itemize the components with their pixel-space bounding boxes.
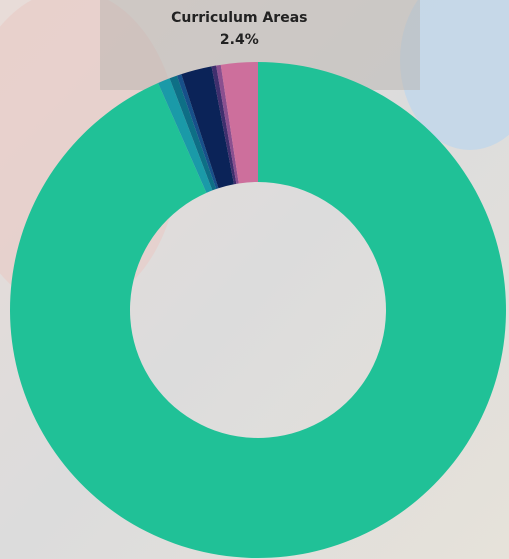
chart: Curriculum Areas 2.4%	[0, 0, 509, 559]
slice-label: Curriculum Areas	[171, 10, 307, 26]
slice-value-label: 2.4%	[220, 32, 259, 48]
